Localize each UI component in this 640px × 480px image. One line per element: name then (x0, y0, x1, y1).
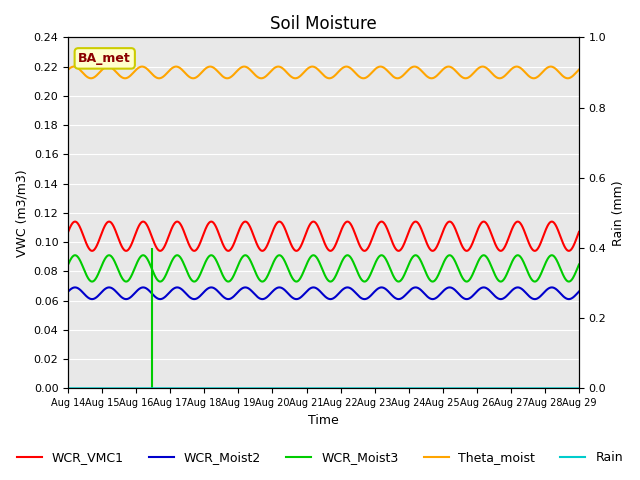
X-axis label: Time: Time (308, 414, 339, 427)
Y-axis label: Rain (mm): Rain (mm) (612, 180, 625, 246)
Title: Soil Moisture: Soil Moisture (270, 15, 377, 33)
Text: BA_met: BA_met (78, 52, 131, 65)
Y-axis label: VWC (m3/m3): VWC (m3/m3) (15, 169, 28, 257)
Legend: WCR_VMC1, WCR_Moist2, WCR_Moist3, Theta_moist, Rain: WCR_VMC1, WCR_Moist2, WCR_Moist3, Theta_… (12, 446, 628, 469)
